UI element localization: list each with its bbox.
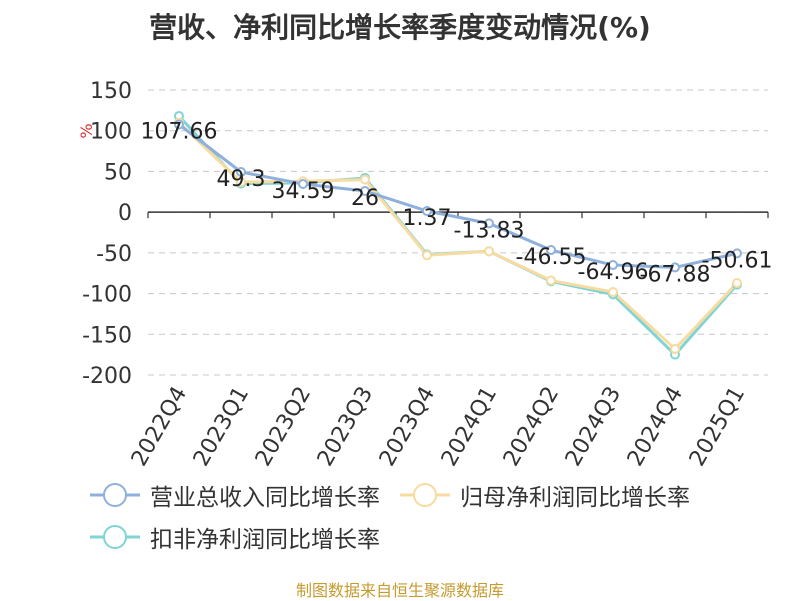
y-tick-label: 50: [104, 160, 132, 185]
data-point-0: [174, 119, 184, 130]
x-tick-label: 2023Q1: [189, 383, 254, 471]
data-point-1: [360, 174, 370, 185]
y-tick-label: -50: [96, 242, 132, 267]
legend-marker-deducted-profit: [90, 525, 140, 549]
data-label: -13.83: [454, 218, 525, 243]
y-tick-label: -200: [82, 364, 132, 389]
data-label: 26: [351, 186, 379, 211]
y-tick-label: -150: [82, 323, 132, 348]
chart-title: 营收、净利同比增长率季度变动情况(%): [149, 11, 651, 44]
legend-item-revenue[interactable]: 营业总收入同比增长率: [90, 478, 380, 512]
data-label: -46.55: [516, 245, 587, 270]
data-label: 1.37: [403, 206, 452, 231]
data-point-0: [298, 178, 308, 189]
data-source: 制图数据来自恒生聚源数据库: [295, 581, 504, 600]
x-tick-label: 2023Q4: [375, 383, 440, 471]
y-axis-label: %: [77, 123, 96, 138]
data-label: -50.61: [702, 248, 773, 273]
data-label: -67.88: [640, 262, 711, 287]
legend-item-net-profit[interactable]: 归母净利润同比增长率: [400, 478, 690, 512]
data-point-1: [608, 286, 618, 297]
data-point-1: [732, 277, 742, 288]
data-label: 49.3: [217, 167, 266, 192]
legend-label-net-profit: 归母净利润同比增长率: [460, 485, 690, 511]
legend-row-1: 营业总收入同比增长率 归母净利润同比增长率: [90, 478, 690, 512]
x-axis: 2022Q42023Q12023Q22023Q32023Q42024Q12024…: [127, 211, 769, 471]
x-tick-label: 2024Q2: [499, 383, 564, 471]
data-point-1: [236, 177, 246, 188]
x-tick-label: 2025Q1: [685, 383, 750, 471]
data-point-0: [422, 206, 432, 217]
legend-label-revenue: 营业总收入同比增长率: [150, 485, 380, 511]
y-tick-label: 100: [90, 120, 132, 145]
data-point-1: [484, 246, 494, 257]
data-label: 107.66: [141, 119, 218, 144]
data-point-1: [546, 275, 556, 286]
legend-marker-net-profit: [400, 483, 450, 507]
data-point-1: [422, 250, 432, 261]
y-tick-label: 0: [118, 201, 132, 226]
data-point-0: [546, 245, 556, 256]
x-tick-label: 2022Q4: [127, 383, 192, 471]
series-line-0: [178, 123, 738, 269]
legend-row-2: 扣非净利润同比增长率: [90, 520, 380, 554]
x-tick-label: 2023Q3: [313, 383, 378, 471]
y-tick-label: 150: [90, 79, 132, 104]
data-point-0: [608, 260, 618, 271]
x-tick-label: 2024Q1: [437, 383, 502, 471]
legend-item-deducted-profit[interactable]: 扣非净利润同比增长率: [90, 520, 380, 554]
series-lines: [177, 115, 739, 357]
data-point-1: [670, 343, 680, 354]
series-points: [174, 111, 742, 360]
x-tick-label: 2023Q2: [251, 383, 316, 471]
data-point-0: [236, 166, 246, 177]
data-label: 34.59: [272, 179, 335, 204]
y-tick-label: -100: [82, 283, 132, 308]
legend-marker-revenue: [90, 483, 140, 507]
x-tick-label: 2024Q3: [561, 383, 626, 471]
series-line-1: [177, 121, 739, 351]
data-label: -64.96: [578, 260, 649, 285]
data-point-0: [670, 262, 680, 273]
data-point-0: [360, 185, 370, 196]
x-tick-label: 2024Q4: [623, 383, 688, 471]
legend-label-deducted-profit: 扣非净利润同比增长率: [150, 527, 380, 553]
data-point-0: [484, 218, 494, 229]
y-axis: 150 100 50 0 -50 -100 -150 -200%: [77, 79, 132, 389]
data-point-0: [732, 248, 742, 259]
